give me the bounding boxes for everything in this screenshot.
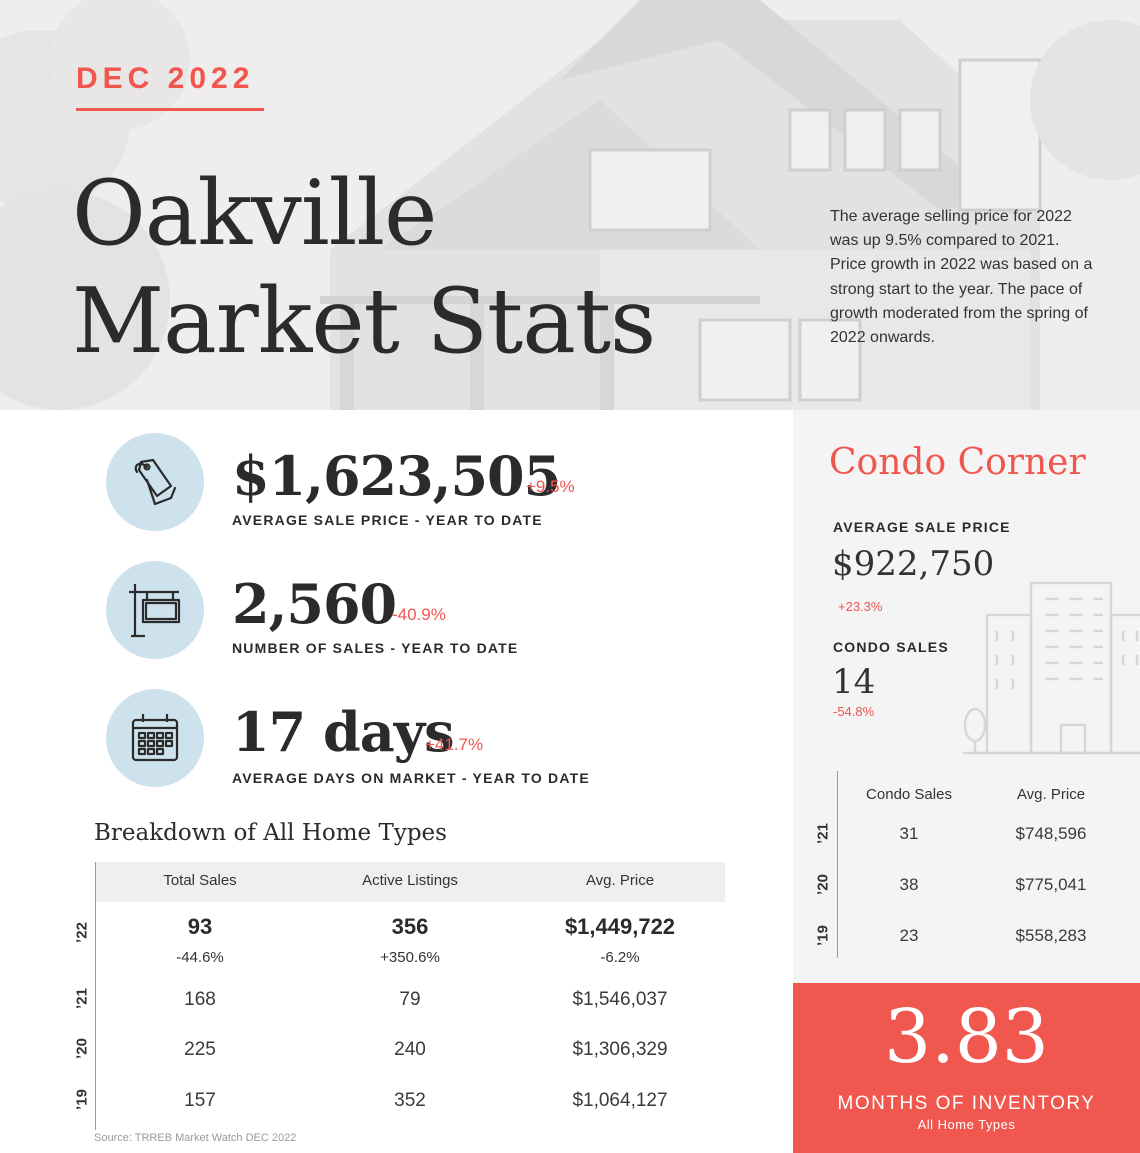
days-on-market-value: 17 days: [232, 700, 454, 764]
table-cell: $558,283: [1015, 926, 1087, 945]
table-cell: 157: [184, 1090, 216, 1111]
table-cell: $1,306,329: [572, 1039, 668, 1060]
table-cell: 79: [399, 989, 421, 1010]
hero-banner: DEC 2022 Oakville Market Stats The avera…: [0, 0, 1140, 410]
page-title: Oakville Market Stats: [72, 160, 656, 376]
table-cell-change: +350.6%: [380, 949, 440, 966]
condo-corner-title: Condo Corner: [829, 442, 1086, 483]
table-cell: 23: [899, 926, 919, 945]
condo-corner-panel: [793, 410, 1140, 983]
inventory-box: [793, 983, 1140, 1153]
table-cell: $1,546,037: [572, 989, 668, 1010]
avg-sale-price-label: AVERAGE SALE PRICE - YEAR TO DATE: [232, 512, 543, 528]
calendar-icon: [106, 689, 204, 787]
condo-column-header-sales: Condo Sales: [866, 786, 952, 803]
table-cell: $748,596: [1015, 824, 1087, 843]
table-cell: 168: [184, 989, 216, 1010]
months-of-inventory-sublabel: All Home Types: [917, 1117, 1016, 1132]
year-label: ’20: [73, 1038, 91, 1059]
column-header-avg-price: Avg. Price: [585, 872, 655, 889]
breakdown-table-divider: [95, 862, 96, 1130]
year-label: ’21: [814, 823, 832, 844]
number-of-sales-change: -40.9%: [392, 605, 446, 624]
months-of-inventory-label: MONTHS OF INVENTORY: [837, 1093, 1096, 1114]
condo-avg-price-change: +23.3%: [838, 599, 883, 614]
column-header-total-sales: Total Sales: [163, 872, 237, 889]
condo-column-header-avg-price: Avg. Price: [1016, 786, 1086, 803]
condo-sales-label: CONDO SALES: [833, 639, 949, 655]
number-of-sales-value: 2,560: [232, 572, 397, 636]
month-underline: [76, 108, 264, 111]
year-label: ’22: [73, 922, 91, 943]
avg-sale-price-change: +9.5%: [526, 477, 575, 496]
table-cell: $775,041: [1015, 875, 1087, 894]
year-label: ’19: [814, 925, 832, 946]
number-of-sales-label: NUMBER OF SALES - YEAR TO DATE: [232, 640, 519, 656]
column-header-active-listings: Active Listings: [362, 872, 458, 889]
table-cell-change: -44.6%: [176, 949, 224, 966]
year-label: ’21: [73, 988, 91, 1009]
report-month: DEC 2022: [76, 62, 255, 95]
year-label: ’19: [73, 1089, 91, 1110]
house-background-image: [0, 0, 1140, 410]
condo-sales-change: -54.8%: [833, 704, 875, 719]
table-cell: $1,449,722: [564, 914, 676, 939]
table-cell: 31: [899, 824, 919, 843]
price-tag-icon: [106, 433, 204, 531]
table-cell: 240: [394, 1039, 426, 1060]
breakdown-table-header: [96, 862, 725, 902]
days-on-market-label: AVERAGE DAYS ON MARKET - YEAR TO DATE: [232, 770, 590, 786]
condo-building-icon: [963, 581, 1140, 755]
table-cell: 38: [899, 875, 919, 894]
for-sale-sign-icon: [106, 561, 204, 659]
table-cell: 352: [394, 1090, 426, 1111]
breakdown-title: Breakdown of All Home Types: [94, 820, 447, 846]
condo-avg-price-value: $922,750: [832, 544, 995, 584]
table-cell: 225: [184, 1039, 216, 1060]
market-summary: The average selling price for 2022 was u…: [830, 208, 1093, 347]
condo-table-divider: [837, 771, 838, 958]
page-title-line2: Market Stats: [72, 269, 656, 374]
table-cell: 93: [187, 914, 213, 939]
page-title-line1: Oakville: [72, 161, 437, 266]
year-label: ’20: [814, 874, 832, 895]
condo-avg-price-label: AVERAGE SALE PRICE: [833, 519, 1011, 535]
table-cell: $1,064,127: [572, 1090, 668, 1111]
months-of-inventory-value: 3.83: [884, 994, 1049, 1080]
avg-sale-price-value: $1,623,505: [232, 444, 561, 508]
table-cell: 356: [391, 914, 429, 939]
source-note: Source: TRREB Market Watch DEC 2022: [94, 1132, 297, 1144]
condo-sales-value: 14: [832, 662, 876, 702]
table-cell-change: -6.2%: [600, 949, 640, 966]
days-on-market-change: +41.7%: [425, 735, 484, 754]
